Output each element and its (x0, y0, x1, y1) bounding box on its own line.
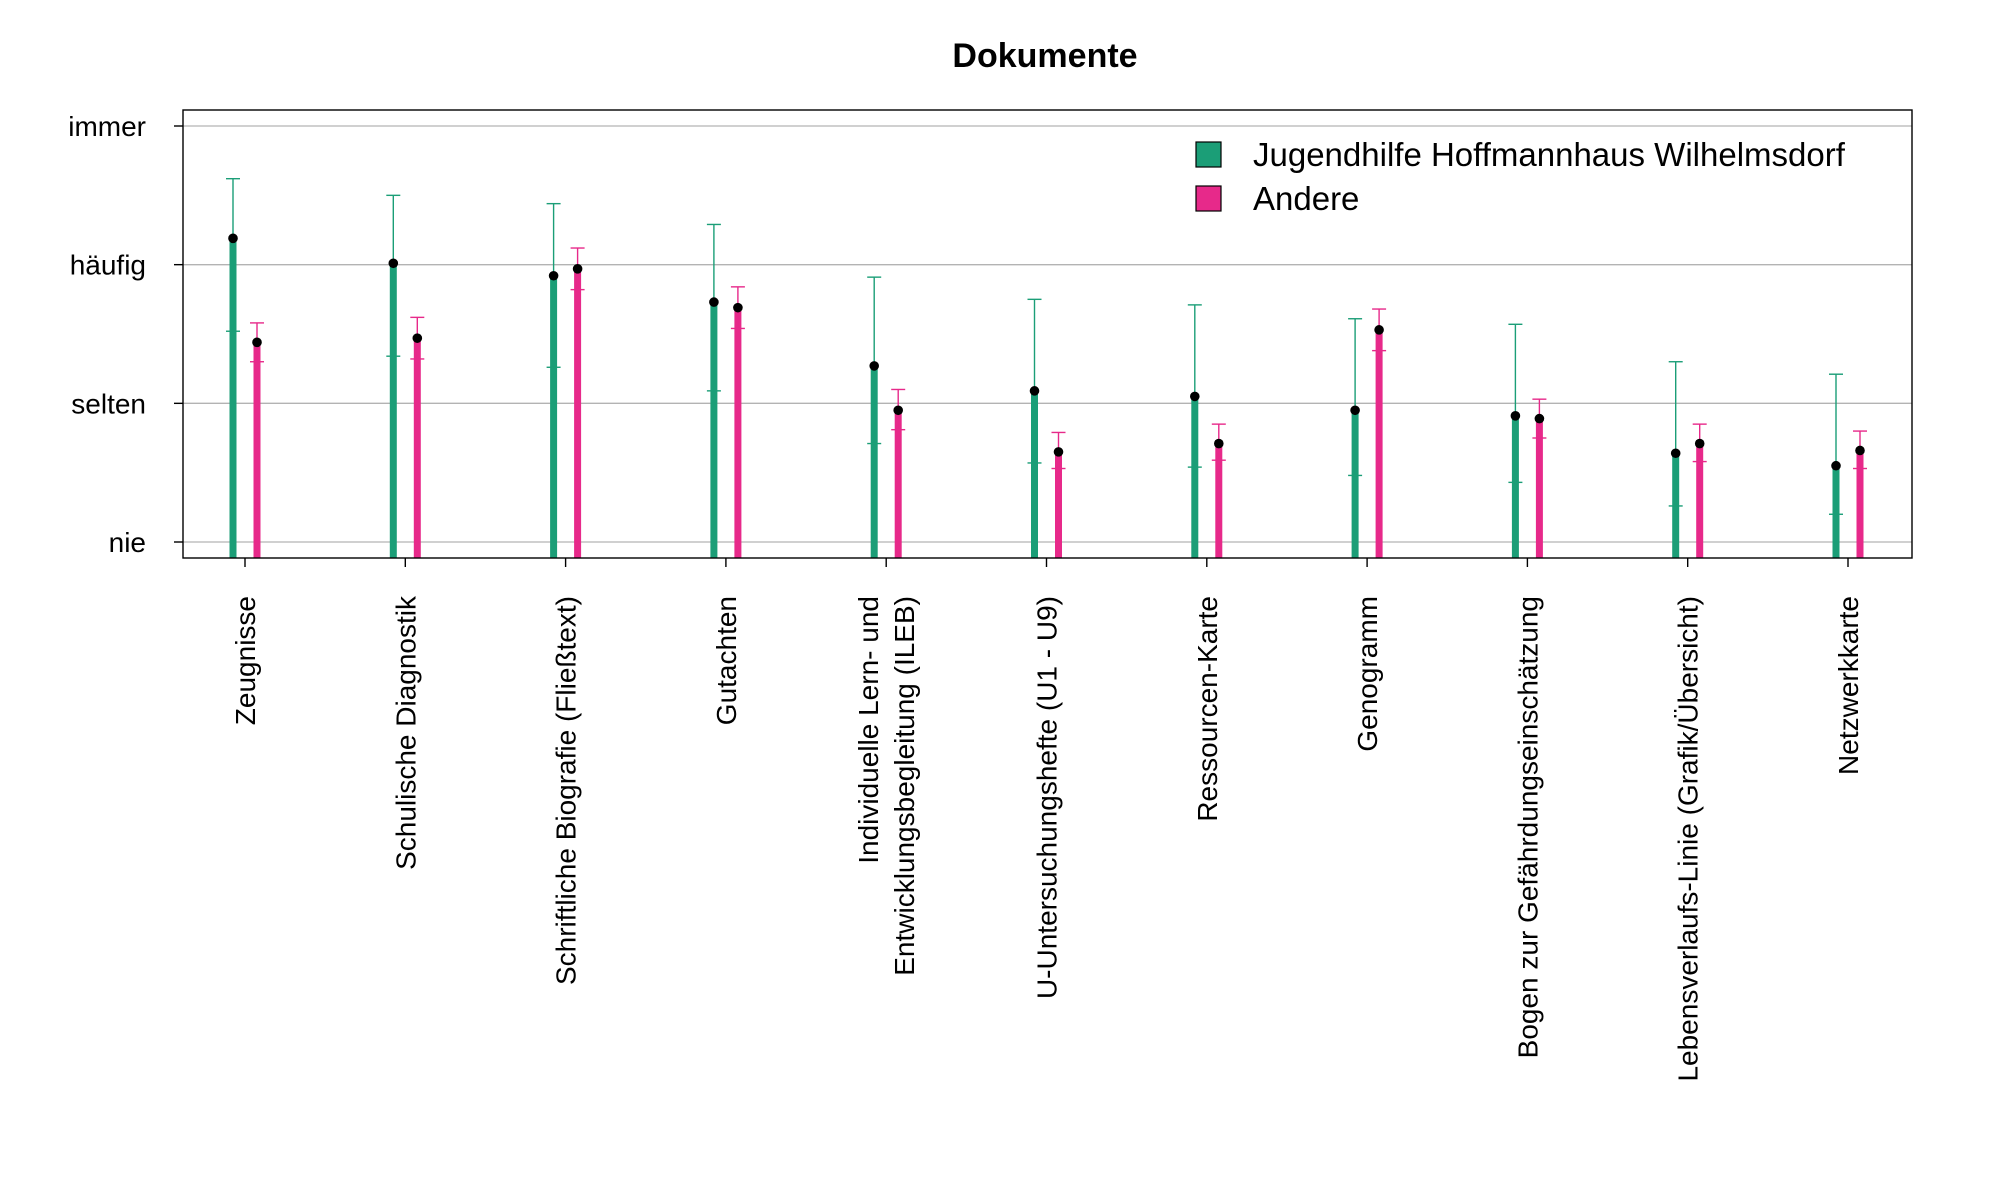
bar-group-8-1 (1532, 398, 1547, 558)
legend-label-0: Jugendhilfe Hoffmannhaus Wilhelmsdorf (1253, 136, 1846, 173)
data-point-2-1 (572, 264, 583, 274)
data-point-5-0 (1029, 386, 1040, 396)
bar-3-0 (710, 302, 718, 558)
x-tick-label-4-0: Individuelle Lern- und (853, 596, 884, 864)
data-point-9-0 (1670, 448, 1681, 459)
bar-group-7-0 (1348, 318, 1363, 558)
legend-swatch-0 (1195, 141, 1222, 168)
data-point-10-0 (1831, 460, 1841, 471)
bar-8-0 (1511, 415, 1519, 558)
x-tick-label-9-0: Lebensverlaufs-Linie (Grafik/Übersicht) (1673, 596, 1704, 1082)
y-tick-label-3: immer (68, 111, 146, 142)
x-tick-label-4-1: Entwicklungsbegleitung (ILEB) (889, 596, 920, 976)
bar-group-1-1 (410, 316, 425, 558)
x-tick-label-6-0: Ressourcen-Karte (1192, 596, 1223, 822)
plot-frame (182, 109, 1913, 559)
data-point-1-1 (412, 333, 423, 343)
data-point-5-1 (1053, 447, 1064, 457)
data-point-7-1 (1374, 325, 1384, 335)
grid-layer (183, 125, 1912, 543)
data-point-0-0 (228, 233, 238, 244)
bar-group-10-1 (1853, 430, 1867, 558)
bar-group-6-0 (1187, 304, 1202, 558)
bar-5-0 (1031, 390, 1038, 558)
y-tick-label-0: nie (109, 527, 146, 558)
x-tick-label-10-0: Netzwerkkarte (1833, 596, 1864, 775)
data-point-8-0 (1510, 411, 1521, 421)
legend-swatch-1 (1195, 185, 1222, 212)
bar-2-0 (550, 275, 558, 558)
bar-0-1 (253, 342, 261, 558)
data-point-1-0 (388, 258, 399, 269)
bar-group-9-1 (1692, 423, 1707, 558)
data-point-4-1 (893, 405, 903, 416)
bar-group-0-1 (250, 322, 264, 558)
bar-1-0 (389, 263, 397, 558)
bar-3-1 (734, 307, 742, 558)
x-tick-label-0-0: Zeugnisse (230, 596, 261, 725)
bar-group-3-0 (706, 223, 721, 558)
bar-group-2-0 (546, 202, 561, 558)
axes-layer: nie selten häufig immer Zeugnisse Schulische … (68, 109, 1913, 1082)
bar-9-1 (1696, 443, 1704, 558)
data-point-7-0 (1350, 405, 1360, 416)
chart-title: Dokumente (952, 37, 1137, 75)
data-point-9-1 (1694, 438, 1705, 449)
bar-4-1 (894, 410, 902, 558)
legend-label-1: Andere (1253, 180, 1359, 217)
data-point-0-1 (252, 337, 262, 348)
x-tick-label-5-0: U-Untersuchungshefte (U1 - U9) (1032, 596, 1063, 999)
legend-layer: Jugendhilfe Hoffmannhaus Wilhelmsdorf And… (1195, 136, 1846, 217)
bar-group-8-0 (1508, 323, 1523, 558)
bar-2-1 (574, 268, 582, 558)
x-tick-label-8-0: Bogen zur Gefährdungseinschätzung (1512, 596, 1543, 1058)
data-point-3-0 (709, 297, 719, 307)
bar-1-1 (413, 338, 421, 558)
x-tick-label-3-0: Gutachten (711, 596, 742, 725)
y-tick-label-1: selten (71, 388, 146, 419)
bar-6-0 (1191, 396, 1199, 558)
x-tick-label-2-0: Schriftliche Biografie (Fließtext) (551, 596, 582, 985)
data-point-6-0 (1190, 391, 1200, 402)
y-tick-label-2: häufig (70, 250, 146, 281)
bar-group-1-0 (386, 194, 401, 558)
bar-0-0 (229, 238, 237, 558)
bar-group-4-1 (891, 388, 906, 558)
data-point-10-1 (1855, 445, 1865, 456)
bar-6-1 (1215, 443, 1223, 558)
data-point-4-0 (869, 361, 879, 371)
bar-group-9-0 (1668, 361, 1683, 558)
bar-group-0-0 (226, 177, 240, 558)
bar-4-0 (870, 365, 878, 558)
x-tick-label-1-0: Schulische Diagnostik (390, 595, 421, 870)
bars-layer (226, 177, 1867, 558)
bar-group-2-1 (570, 247, 585, 558)
bar-7-0 (1351, 410, 1359, 558)
bar-group-10-0 (1829, 373, 1843, 558)
bar-group-5-1 (1051, 431, 1066, 558)
bar-10-1 (1856, 450, 1864, 558)
data-point-3-1 (733, 302, 743, 313)
data-point-8-1 (1534, 413, 1545, 424)
data-point-6-1 (1214, 438, 1224, 449)
bar-group-3-1 (730, 286, 745, 558)
bar-7-1 (1375, 329, 1383, 558)
data-point-2-0 (548, 270, 559, 281)
bar-8-1 (1535, 418, 1543, 558)
bar-group-7-1 (1372, 308, 1387, 558)
bar-group-5-0 (1027, 298, 1042, 558)
bar-group-4-0 (867, 276, 882, 558)
bar-5-1 (1055, 451, 1062, 558)
bar-group-6-1 (1211, 423, 1226, 558)
x-tick-label-7-0: Genogramm (1352, 596, 1383, 752)
